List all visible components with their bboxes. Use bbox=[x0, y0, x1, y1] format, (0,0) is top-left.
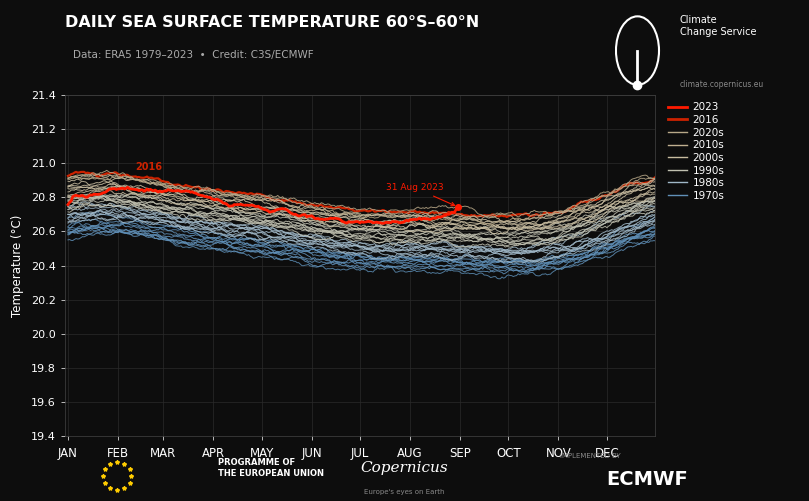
Text: Climate
Change Service: Climate Change Service bbox=[680, 15, 756, 38]
Text: 31 Aug 2023: 31 Aug 2023 bbox=[386, 183, 455, 206]
Text: IMPLEMENTED BY: IMPLEMENTED BY bbox=[560, 453, 621, 459]
Text: ECMWF: ECMWF bbox=[606, 470, 688, 489]
Text: Copernicus: Copernicus bbox=[361, 461, 448, 475]
Text: Data: ERA5 1979–2023  •  Credit: C3S/ECMWF: Data: ERA5 1979–2023 • Credit: C3S/ECMWF bbox=[73, 50, 313, 60]
Text: Europe's eyes on Earth: Europe's eyes on Earth bbox=[364, 489, 445, 495]
Y-axis label: Temperature (°C): Temperature (°C) bbox=[11, 214, 24, 317]
Text: climate.copernicus.eu: climate.copernicus.eu bbox=[680, 80, 764, 89]
Legend: 2023, 2016, 2020s, 2010s, 2000s, 1990s, 1980s, 1970s: 2023, 2016, 2020s, 2010s, 2000s, 1990s, … bbox=[667, 100, 726, 203]
Text: DAILY SEA SURFACE TEMPERATURE 60°S–60°N: DAILY SEA SURFACE TEMPERATURE 60°S–60°N bbox=[65, 15, 479, 30]
Text: PROGRAMME OF
THE EUROPEAN UNION: PROGRAMME OF THE EUROPEAN UNION bbox=[218, 458, 324, 478]
Text: 2016: 2016 bbox=[136, 162, 163, 172]
